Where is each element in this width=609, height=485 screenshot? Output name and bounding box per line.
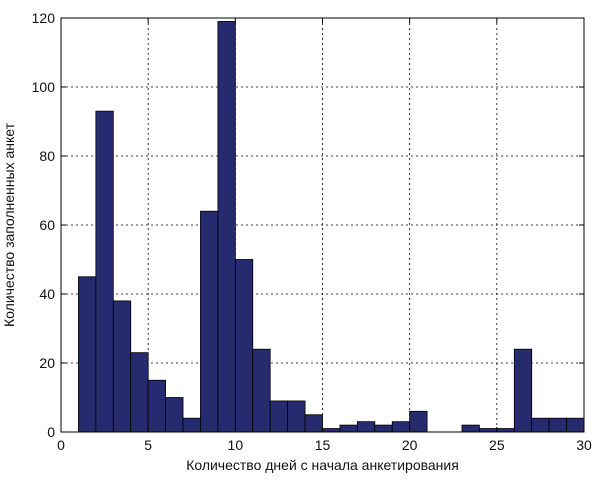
histogram-bar bbox=[95, 110, 114, 433]
y-tick-label: 60 bbox=[39, 217, 55, 233]
histogram-bar bbox=[339, 424, 358, 433]
histogram-bar bbox=[269, 400, 289, 433]
y-tick-label: 100 bbox=[32, 79, 56, 95]
x-tick-label: 30 bbox=[576, 437, 592, 453]
y-tick-label: 80 bbox=[39, 148, 55, 164]
x-tick-label: 0 bbox=[57, 437, 65, 453]
histogram-bar bbox=[304, 414, 323, 433]
histogram-bar bbox=[112, 300, 132, 433]
histogram-bar bbox=[496, 428, 515, 433]
histogram-bar bbox=[566, 417, 585, 433]
histogram-bar bbox=[78, 276, 97, 433]
histogram-bar bbox=[217, 21, 236, 433]
histogram-bar bbox=[182, 417, 201, 433]
histogram-bar bbox=[322, 428, 341, 433]
x-tick-label: 20 bbox=[402, 437, 418, 453]
x-tick-label: 5 bbox=[144, 437, 152, 453]
histogram-bar bbox=[513, 348, 533, 433]
y-tick-label: 40 bbox=[39, 286, 55, 302]
histogram-bars bbox=[78, 21, 585, 433]
histogram-bar bbox=[147, 379, 167, 433]
x-tick-label: 25 bbox=[489, 437, 505, 453]
histogram-bar bbox=[531, 417, 550, 433]
x-tick-label: 10 bbox=[228, 437, 244, 453]
histogram-bar bbox=[287, 400, 306, 433]
histogram-bar bbox=[252, 348, 271, 433]
histogram-bar bbox=[356, 421, 376, 433]
histogram-bar bbox=[548, 417, 567, 433]
histogram-bar bbox=[478, 428, 498, 433]
histogram-bar bbox=[391, 421, 411, 433]
y-tick-label: 20 bbox=[39, 355, 55, 371]
x-tick-label: 15 bbox=[315, 437, 331, 453]
histogram-bar bbox=[409, 410, 428, 433]
histogram-bar bbox=[165, 397, 184, 433]
y-axis-label: Количество заполненных анкет bbox=[1, 122, 17, 327]
histogram-bar bbox=[234, 259, 254, 433]
y-tick-label: 0 bbox=[47, 424, 55, 440]
histogram-bar bbox=[130, 352, 149, 433]
x-axis-label: Количество дней с начала анкетирования bbox=[186, 457, 459, 473]
histogram-bar bbox=[200, 210, 219, 433]
histogram-bar bbox=[374, 424, 393, 433]
axis-ticks: 0 5 10 15 20 25 30 0 20 40 60 80 100 120 bbox=[32, 10, 592, 453]
y-tick-label: 120 bbox=[32, 10, 56, 26]
histogram-bar bbox=[461, 424, 480, 433]
